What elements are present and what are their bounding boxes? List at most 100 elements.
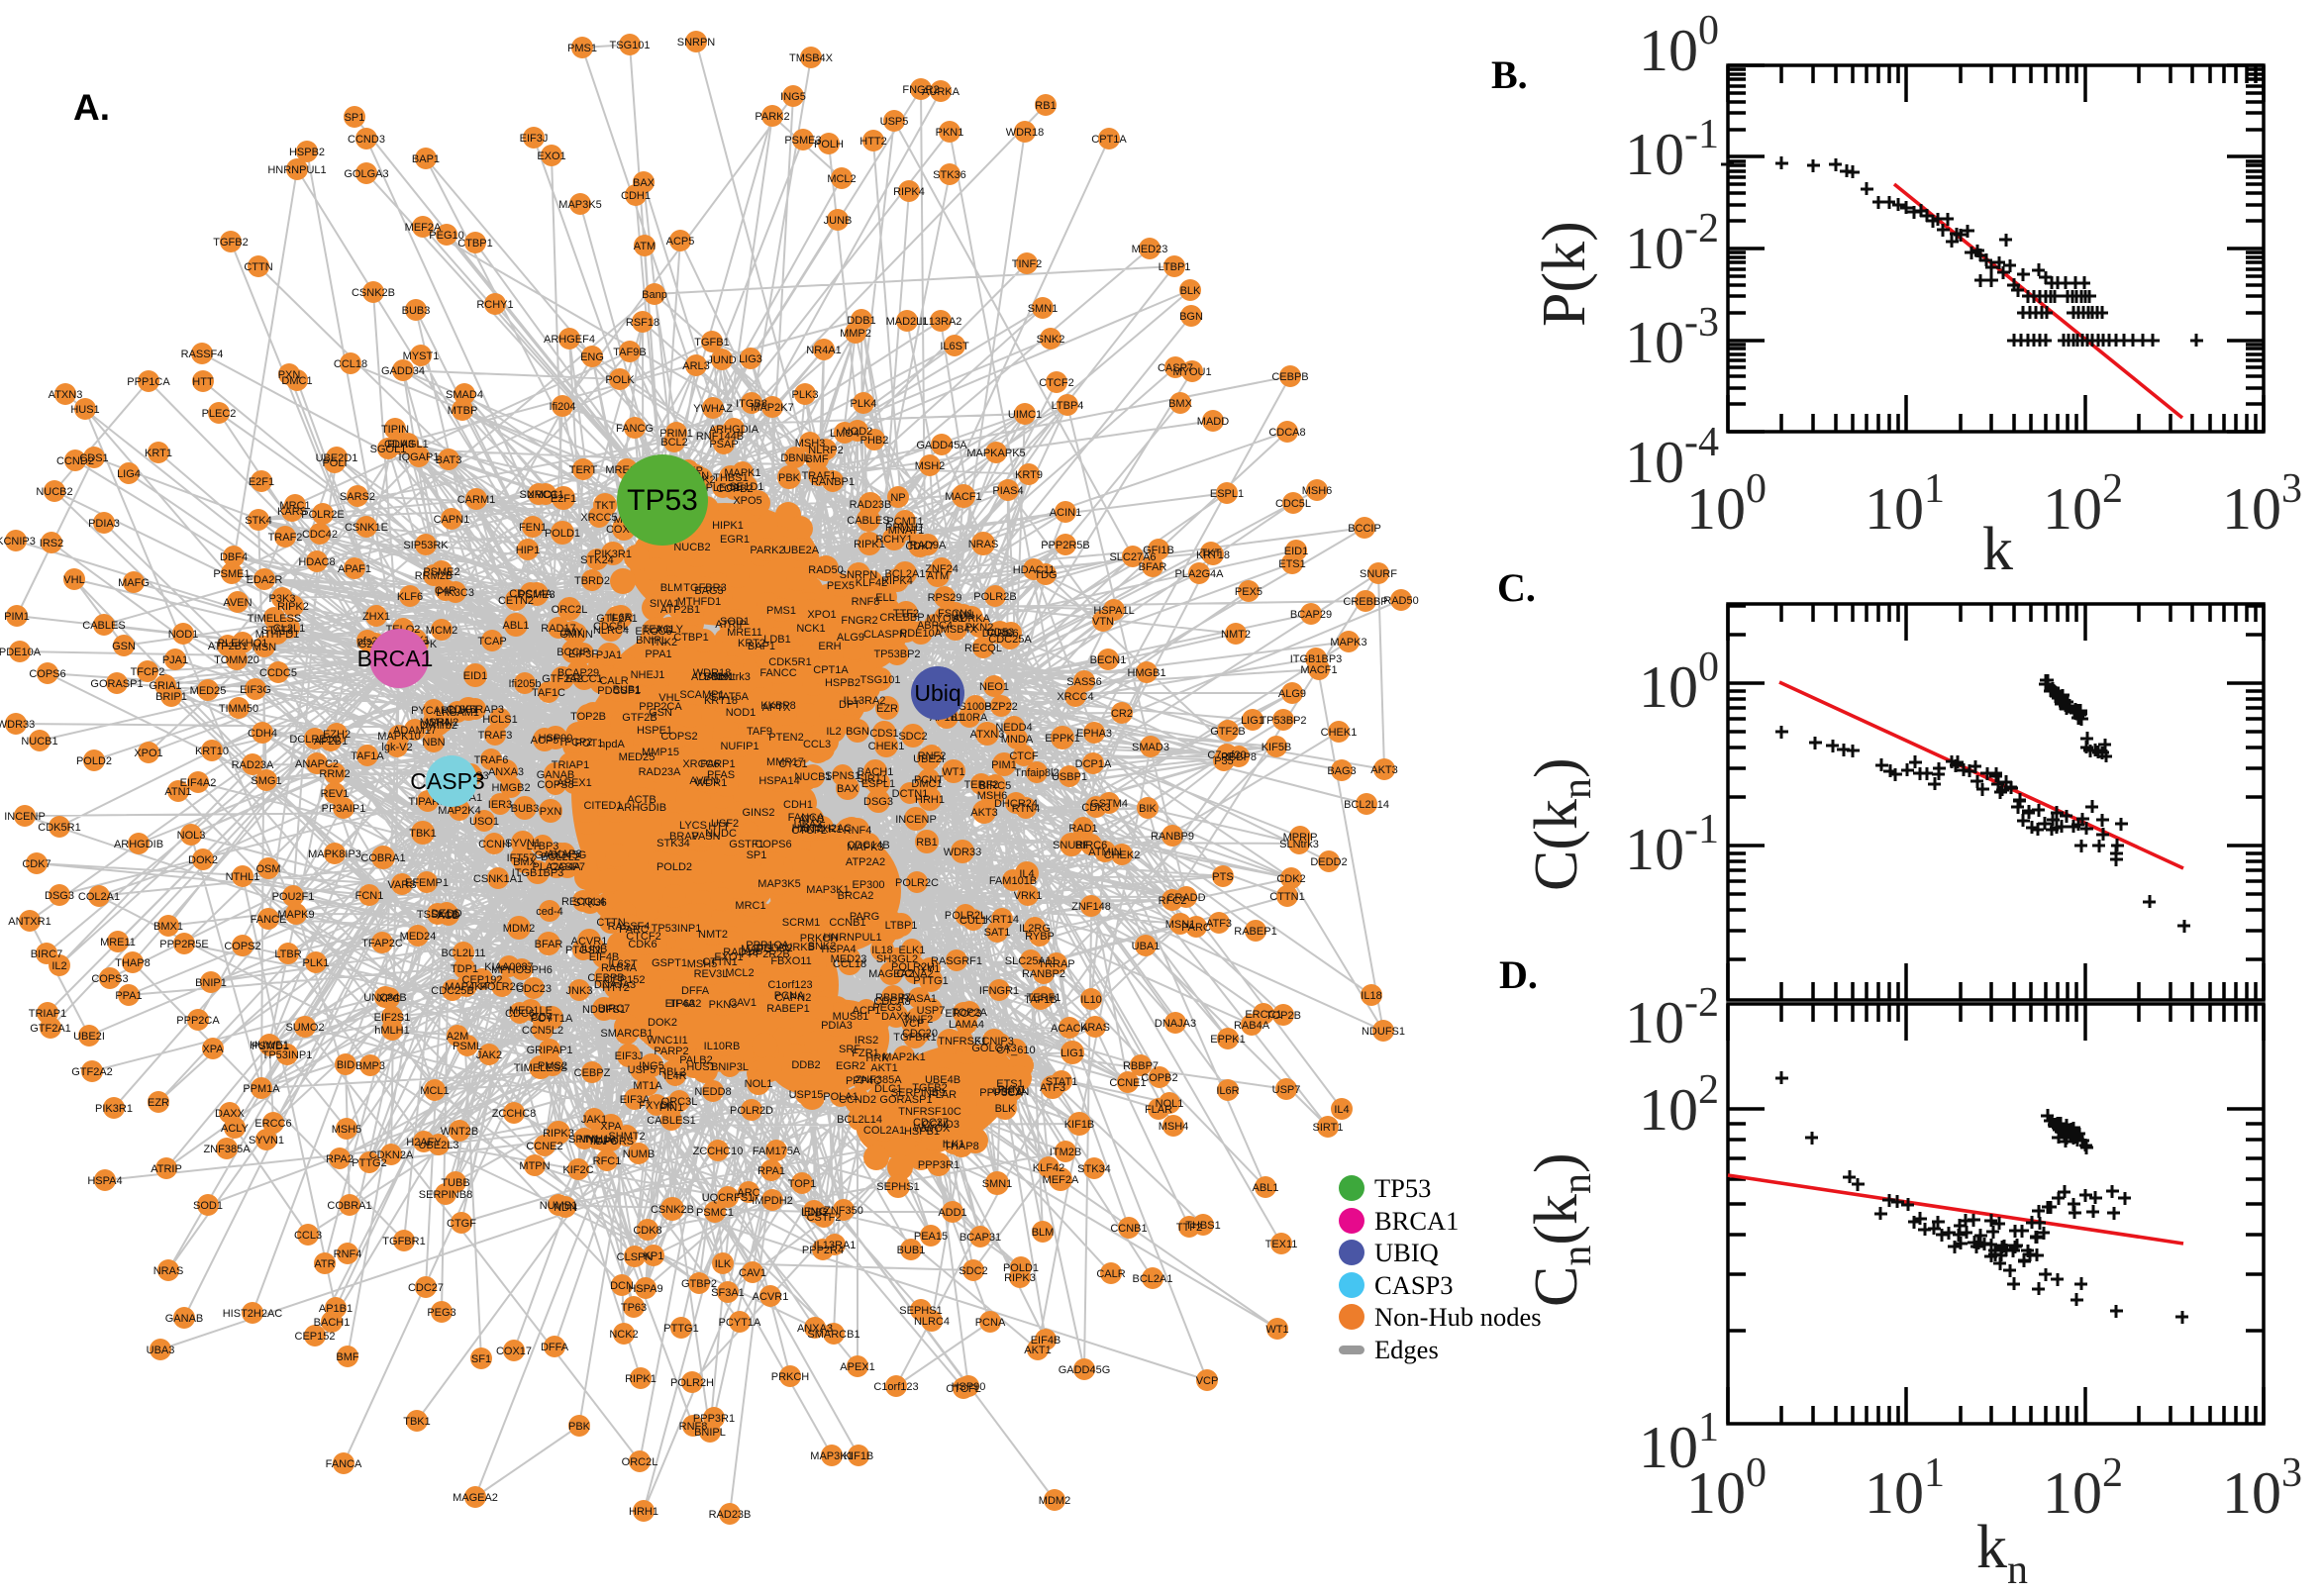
svg-text:BNIP1: BNIP1 [195,977,227,989]
svg-text:FANCA: FANCA [788,812,825,824]
svg-text:RAD50: RAD50 [808,564,843,576]
svg-text:NEDD8: NEDD8 [694,1086,731,1098]
svg-text:ATM: ATM [634,241,656,252]
svg-text:UBE4B: UBE4B [925,1074,960,1086]
svg-text:hMLH1: hMLH1 [374,1025,409,1037]
svg-text:HSPA9: HSPA9 [628,1283,662,1295]
svg-text:SMARCB1: SMARCB1 [807,1329,859,1341]
svg-text:NOL1: NOL1 [745,1078,773,1090]
svg-text:NDUFS1: NDUFS1 [582,1004,626,1016]
svg-text:RRM2: RRM2 [319,768,350,780]
svg-text:SNK2: SNK2 [1037,334,1065,346]
svg-text:MTPN: MTPN [519,1160,550,1172]
svg-text:PLA2G4A: PLA2G4A [1175,568,1225,580]
svg-text:UBE2A: UBE2A [783,545,820,556]
svg-text:RNF8: RNF8 [679,1421,708,1433]
svg-text:KRT2: KRT2 [738,638,765,649]
svg-text:REV1: REV1 [321,788,350,800]
svg-text:BMX1: BMX1 [153,921,183,933]
svg-text:STK24: STK24 [580,554,614,566]
svg-text:BUB3: BUB3 [402,305,431,317]
svg-text:RANBP2: RANBP2 [1022,968,1065,980]
svg-text:CCN5L2: CCN5L2 [522,1025,563,1037]
svg-text:ARL3: ARL3 [682,360,710,372]
svg-text:TAF6: TAF6 [591,1136,617,1147]
svg-text:SNURF: SNURF [1360,568,1397,580]
svg-text:RAD23A: RAD23A [639,766,681,778]
svg-text:NUCB1: NUCB1 [21,736,57,748]
svg-text:PDIA3: PDIA3 [88,518,120,530]
svg-text:CCNH: CCNH [478,839,510,850]
svg-text:TMSB4X: TMSB4X [789,52,834,64]
svg-text:ALG9: ALG9 [1278,688,1306,700]
svg-text:SRF: SRF [839,1044,860,1055]
svg-text:RBBP8: RBBP8 [1221,751,1257,763]
svg-text:TP53INP1: TP53INP1 [262,1049,313,1061]
svg-text:NLRP2: NLRP2 [808,445,843,456]
svg-text:BFAR: BFAR [1139,561,1167,573]
svg-text:MCL1: MCL1 [420,1085,449,1097]
svg-text:COPS2: COPS2 [224,941,260,952]
svg-text:YWHAZ: YWHAZ [693,403,733,415]
svg-text:CITED1: CITED1 [583,800,622,812]
svg-text:SLNtrk3: SLNtrk3 [1279,839,1319,850]
svg-text:PPP1CA: PPP1CA [127,376,170,388]
svg-text:PEA15: PEA15 [914,1231,948,1243]
svg-text:HIST2H2AC: HIST2H2AC [223,1308,283,1320]
svg-text:ORC2L: ORC2L [622,1456,658,1468]
svg-text:ENG: ENG [580,351,604,363]
svg-text:UBA3: UBA3 [147,1345,175,1356]
svg-text:EFEMP1: EFEMP1 [405,877,449,889]
svg-text:DCLRE1C: DCLRE1C [289,734,340,746]
svg-text:NLRC4: NLRC4 [914,1316,950,1328]
svg-text:XPA: XPA [202,1044,224,1055]
svg-text:CEP152: CEP152 [295,1331,336,1343]
svg-text:IL10RA: IL10RA [952,712,988,724]
svg-text:k: k [1982,516,2013,583]
svg-text:E2F1: E2F1 [249,476,274,488]
svg-text:TERF1: TERF1 [1027,992,1061,1004]
svg-text:EDA2R: EDA2R [247,574,283,586]
svg-text:COBRA1: COBRA1 [360,852,405,864]
svg-text:MT1A: MT1A [633,1080,662,1092]
svg-text:USP15: USP15 [789,1089,824,1101]
svg-text:HUS1: HUS1 [70,404,99,416]
svg-text:CDK8: CDK8 [633,1225,661,1237]
svg-text:USP7: USP7 [1272,1084,1301,1096]
svg-text:MAP3K1: MAP3K1 [810,1450,853,1462]
svg-text:PDE10A: PDE10A [0,647,42,658]
svg-text:TOP2B: TOP2B [1265,1010,1301,1022]
svg-text:INCENP: INCENP [895,814,937,826]
svg-text:GSTF1: GSTF1 [729,839,763,850]
svg-text:RASSF4: RASSF4 [181,349,224,360]
svg-text:KRT10: KRT10 [195,746,229,757]
svg-text:TTF2: TTF2 [893,608,919,620]
svg-text:CDKN2A: CDKN2A [369,1149,414,1161]
svg-text:HRH1: HRH1 [629,1506,658,1518]
svg-text:SIRT1: SIRT1 [1313,1122,1344,1134]
svg-text:ESPL1: ESPL1 [861,778,895,790]
svg-text:TCAP: TCAP [477,636,506,648]
svg-text:PSAP: PSAP [709,439,738,450]
svg-text:RAD50: RAD50 [1383,595,1418,607]
svg-text:HCLS1: HCLS1 [482,714,517,726]
svg-text:TSSK1B: TSSK1B [417,909,458,921]
svg-text:PXN: PXN [278,369,301,381]
svg-text:IER3: IER3 [488,799,512,811]
svg-text:BACH1: BACH1 [314,1317,351,1329]
svg-text:XPC: XPC [378,993,401,1005]
svg-text:BIRC6: BIRC6 [1075,840,1107,851]
svg-text:TERF2: TERF2 [964,779,999,791]
svg-text:EIF3J: EIF3J [520,133,549,145]
svg-text:ARHGDIA: ARHGDIA [709,424,759,436]
svg-text:DNAJA3: DNAJA3 [1155,1018,1196,1030]
svg-text:TP53BP2: TP53BP2 [1260,715,1306,727]
svg-text:EZR: EZR [876,703,898,715]
svg-text:EGR1: EGR1 [720,534,750,546]
svg-text:PXN: PXN [540,806,562,818]
svg-text:DCP1A: DCP1A [1075,758,1112,770]
svg-text:TDP1: TDP1 [451,963,478,975]
svg-text:LTBR: LTBR [274,948,301,960]
svg-text:SMAD4: SMAD4 [446,389,483,401]
svg-text:NUCB2: NUCB2 [36,486,72,498]
